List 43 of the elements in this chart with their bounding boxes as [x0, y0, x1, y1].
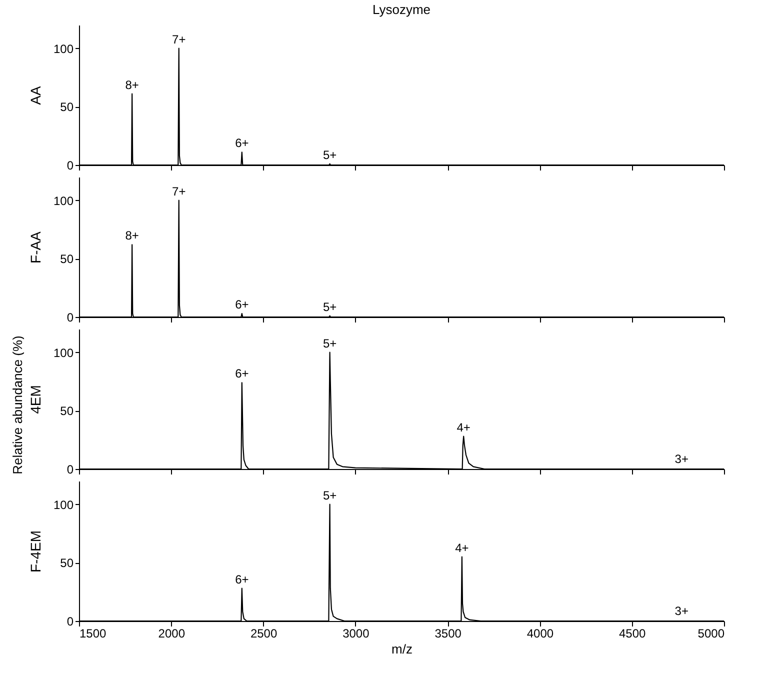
- x-axis-title: m/z: [392, 642, 412, 656]
- x-tick-label: 2000: [158, 626, 186, 640]
- y-axis-title: F-AA: [28, 230, 44, 264]
- y-axis-title: F-4EM: [28, 530, 44, 572]
- y-tick-label: 0: [66, 310, 74, 324]
- text: Relative abundance (%): [10, 336, 25, 474]
- chart-title: Lysozyme: [372, 2, 431, 17]
- y-tick-label: 50: [60, 404, 74, 418]
- y-tick-label: 0: [66, 614, 74, 628]
- y-tick-label: 50: [60, 100, 74, 114]
- x-tick-label: 4500: [619, 626, 646, 640]
- x-tick-label: 2500: [250, 626, 278, 640]
- y-tick-label: 0: [66, 158, 74, 172]
- y-tick-label: 100: [53, 42, 74, 56]
- y-tick-label: 50: [60, 556, 74, 570]
- annotation: 7+: [172, 32, 186, 46]
- annotation: 8+: [125, 78, 139, 92]
- annotation: 5+: [322, 300, 337, 314]
- y-tick-label: 50: [60, 252, 74, 266]
- x-tick-label: 1500: [80, 626, 107, 640]
- y-tick-label: 100: [53, 194, 74, 208]
- y-tick-label: 100: [53, 498, 74, 512]
- annotation: 3+: [674, 604, 688, 618]
- x-tick-label: 3500: [434, 626, 462, 640]
- annotation: 6+: [235, 298, 249, 312]
- annotation: 4+: [456, 420, 470, 434]
- annotation: 6+: [235, 366, 249, 381]
- annotation: 5+: [322, 336, 337, 350]
- annotation: 6+: [235, 136, 249, 150]
- annotation: 8+: [125, 228, 139, 243]
- annotation: 7+: [172, 184, 186, 198]
- y-tick-label: 0: [66, 462, 74, 476]
- annotation: 6+: [235, 572, 249, 586]
- y-axis-title: 4EM: [28, 385, 44, 414]
- x-tick-label: 4000: [526, 626, 554, 640]
- x-tick-label: 5000: [698, 626, 725, 640]
- annotation: 5+: [322, 488, 337, 502]
- annotation: 4+: [455, 540, 469, 555]
- annotation: 3+: [674, 452, 688, 466]
- x-tick-label: 3000: [342, 626, 370, 640]
- y-axis-title: AA: [28, 86, 44, 105]
- annotation: 5+: [322, 148, 337, 162]
- y-tick-label: 100: [53, 346, 74, 360]
